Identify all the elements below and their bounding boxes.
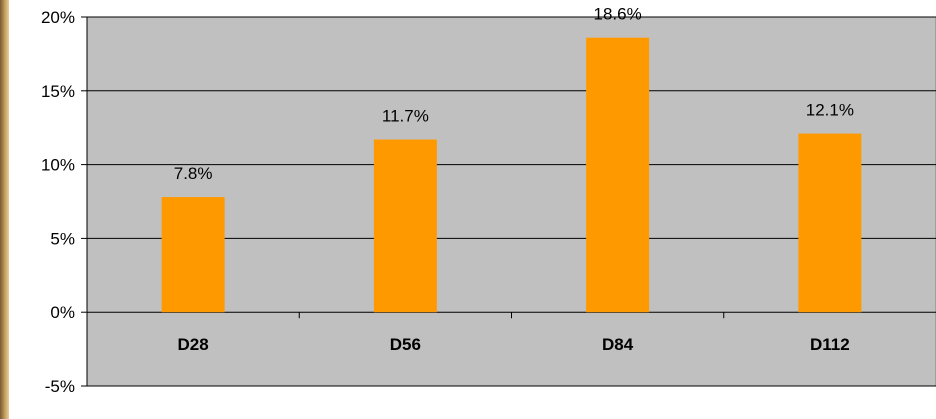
data-label: 11.7% — [382, 107, 429, 126]
bar-d84 — [586, 37, 650, 313]
data-label: 7.8% — [174, 164, 213, 183]
bar-d28 — [161, 197, 225, 313]
axes — [81, 16, 725, 387]
bar-d112 — [798, 133, 862, 313]
category-label: D84 — [602, 335, 634, 354]
category-label: D28 — [178, 335, 209, 354]
data-label: 18.6% — [594, 5, 642, 24]
bar-d56 — [373, 139, 437, 313]
y-tick-label: 10% — [41, 156, 75, 175]
y-tick-label: 20% — [41, 8, 75, 27]
y-tick-label: 5% — [50, 229, 75, 248]
data-label: 12.1% — [806, 101, 854, 120]
y-tick-label: 0% — [50, 303, 75, 322]
window-edge-strip — [0, 0, 9, 419]
category-label: D56 — [390, 335, 421, 354]
category-label: D112 — [810, 335, 850, 354]
y-tick-label: 15% — [41, 82, 75, 101]
category-labels: D28 D56 D84 D112 — [178, 335, 850, 354]
data-labels: 7.8% 11.7% 18.6% 12.1% — [174, 5, 854, 183]
y-tick-label: -5% — [45, 377, 75, 396]
plot-area — [86, 16, 936, 387]
bars — [161, 37, 862, 313]
y-tick-labels: 20% 15% 10% 5% 0% -5% — [41, 8, 75, 396]
